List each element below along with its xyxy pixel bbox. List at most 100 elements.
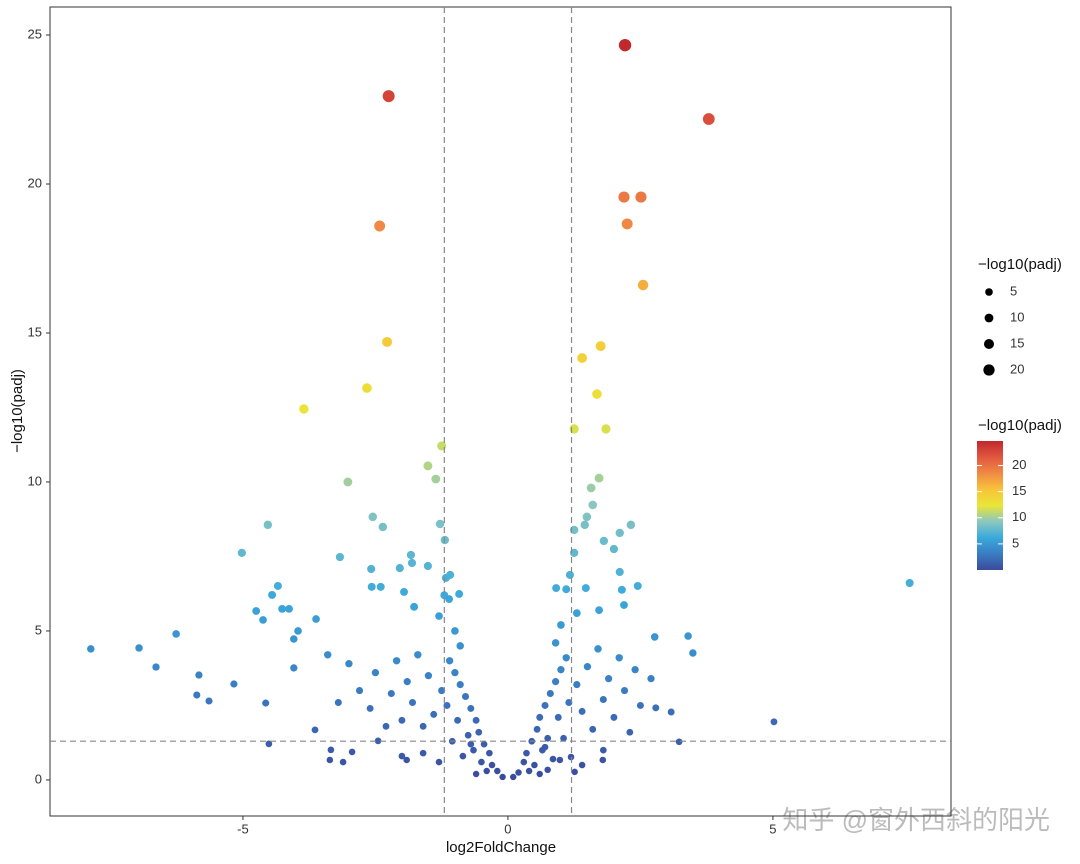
x-tick-label: 0 [504, 821, 511, 836]
point [362, 383, 372, 393]
point [486, 749, 493, 757]
point [552, 584, 561, 593]
point [541, 701, 549, 709]
size-legend-dot [984, 313, 994, 323]
point [599, 746, 607, 754]
point [451, 627, 459, 635]
point [294, 627, 302, 635]
point [299, 404, 309, 414]
point [343, 477, 353, 487]
point [263, 520, 273, 530]
point [366, 704, 374, 712]
y-tick-label: 10 [28, 473, 42, 488]
point [650, 633, 659, 641]
point [626, 728, 634, 736]
point [355, 686, 364, 695]
point [438, 686, 446, 695]
point [374, 737, 382, 745]
point [577, 353, 588, 363]
point [595, 606, 603, 614]
point [374, 220, 386, 232]
point [599, 695, 607, 704]
point [620, 686, 629, 695]
y-tick-label: 0 [35, 771, 42, 786]
point [592, 389, 602, 399]
point [594, 473, 604, 483]
size-legend-label: 10 [1010, 309, 1024, 324]
point [311, 726, 319, 734]
point [488, 761, 496, 769]
point [403, 678, 411, 686]
point [430, 710, 438, 718]
point [626, 520, 636, 530]
point [560, 734, 567, 742]
point [647, 675, 655, 683]
point [615, 567, 624, 577]
point [580, 520, 590, 530]
point [620, 601, 628, 609]
colorbar-label: 10 [1012, 509, 1026, 524]
point [551, 639, 560, 647]
point [552, 678, 560, 686]
point [557, 666, 565, 674]
point [419, 749, 427, 757]
point [571, 768, 578, 776]
y-axis-label: −log10(padj) [9, 369, 26, 453]
point [265, 740, 273, 748]
colorbar-label: 5 [1012, 535, 1019, 550]
point [621, 218, 633, 230]
point [339, 758, 347, 766]
point [431, 474, 441, 484]
point [290, 635, 298, 643]
point [480, 740, 488, 748]
point [454, 716, 462, 724]
point [675, 738, 683, 746]
point [398, 716, 406, 724]
point [259, 616, 267, 624]
point [618, 38, 632, 52]
point [345, 660, 353, 668]
size-legend-label: 15 [1010, 335, 1024, 350]
point [520, 758, 528, 766]
size-legend-dot [983, 364, 995, 376]
point [334, 698, 342, 706]
point [541, 743, 549, 751]
point [589, 725, 597, 733]
point [445, 657, 454, 665]
point [562, 585, 571, 594]
point [403, 756, 410, 764]
point [533, 725, 541, 733]
point [582, 512, 592, 522]
plot-panel [49, 6, 952, 817]
point [392, 657, 401, 665]
point [446, 570, 455, 579]
point [531, 761, 538, 769]
point [467, 740, 475, 748]
x-tick-label: -5 [237, 821, 249, 836]
point [378, 522, 388, 532]
point [588, 500, 598, 510]
point [472, 716, 480, 724]
point [459, 752, 467, 760]
point [546, 689, 554, 698]
size-legend-dot [983, 338, 995, 350]
point [326, 756, 334, 764]
point [635, 191, 647, 203]
point [268, 590, 277, 599]
point [290, 664, 298, 672]
point [400, 587, 409, 596]
point [451, 669, 459, 677]
point [557, 621, 565, 629]
point [565, 570, 574, 579]
point [601, 424, 611, 434]
point [595, 341, 606, 352]
point [414, 651, 422, 659]
point [406, 550, 416, 560]
point [684, 632, 692, 640]
point [578, 761, 586, 769]
point [262, 699, 270, 707]
point [367, 582, 376, 591]
point [472, 770, 480, 778]
point [556, 756, 564, 764]
point [905, 578, 914, 587]
